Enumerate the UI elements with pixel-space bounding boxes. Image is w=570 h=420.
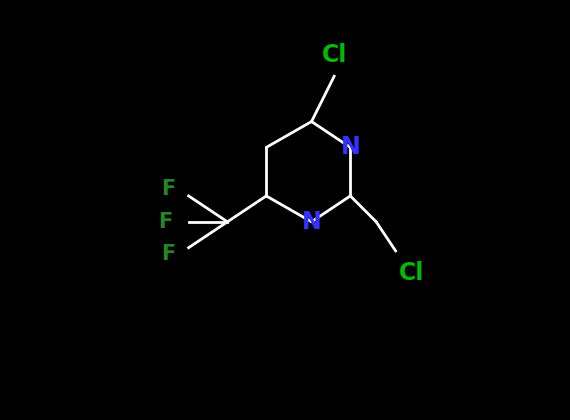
Text: F: F — [158, 212, 173, 232]
Text: N: N — [340, 135, 360, 160]
Text: Cl: Cl — [399, 260, 424, 285]
Text: F: F — [161, 244, 176, 264]
Text: N: N — [302, 210, 321, 234]
Text: Cl: Cl — [321, 42, 347, 66]
Text: F: F — [161, 179, 176, 200]
